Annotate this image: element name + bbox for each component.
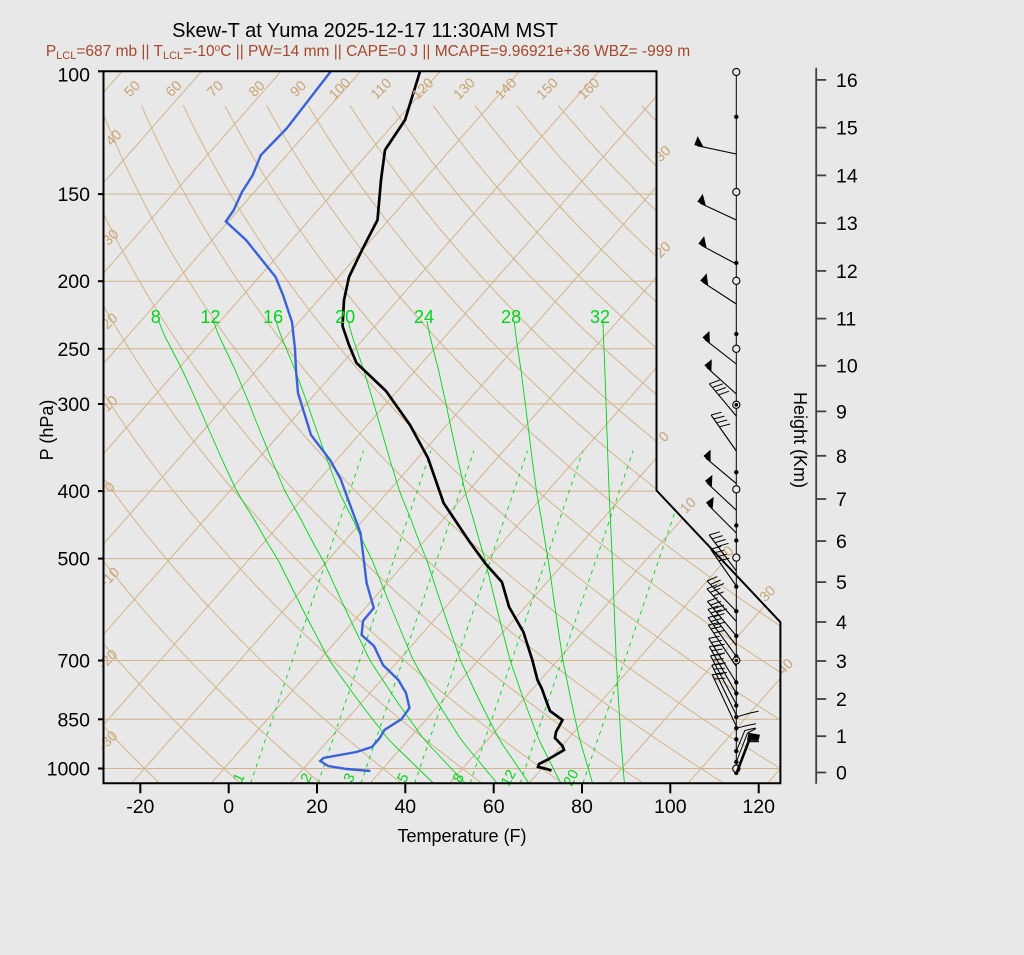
svg-text:24: 24	[414, 307, 434, 327]
svg-text:120: 120	[742, 796, 775, 818]
svg-text:Skew-T at Yuma 2025-12-17 11:3: Skew-T at Yuma 2025-12-17 11:30AM MST	[172, 20, 558, 42]
svg-text:7: 7	[836, 489, 847, 511]
svg-text:8: 8	[151, 307, 161, 327]
svg-text:11: 11	[836, 309, 856, 331]
svg-text:Temperature (F): Temperature (F)	[397, 826, 526, 846]
svg-text:13: 13	[836, 213, 858, 235]
svg-text:15: 15	[836, 118, 858, 140]
svg-text:0: 0	[223, 796, 234, 818]
svg-text:2: 2	[836, 689, 847, 711]
svg-text:200: 200	[57, 271, 90, 293]
svg-text:16: 16	[836, 70, 858, 92]
svg-text:8: 8	[836, 446, 847, 468]
svg-text:9: 9	[836, 401, 847, 423]
svg-text:150: 150	[57, 184, 90, 206]
svg-text:850: 850	[57, 709, 90, 731]
svg-text:3: 3	[836, 651, 847, 673]
svg-text:1: 1	[836, 726, 847, 748]
svg-text:10: 10	[836, 356, 858, 378]
svg-text:500: 500	[57, 549, 90, 571]
svg-text:4: 4	[836, 612, 847, 634]
svg-text:16: 16	[263, 307, 283, 327]
svg-text:40: 40	[394, 796, 416, 818]
svg-text:12: 12	[200, 307, 220, 327]
svg-text:80: 80	[571, 796, 593, 818]
svg-text:20: 20	[335, 307, 355, 327]
svg-text:400: 400	[57, 481, 90, 503]
svg-text:0: 0	[836, 763, 847, 785]
svg-text:-20: -20	[126, 796, 154, 818]
svg-text:PLCL=687 mb || TLCL=-10oC || P: PLCL=687 mb || TLCL=-10oC || PW=14 mm ||…	[46, 43, 690, 62]
svg-text:1000: 1000	[47, 759, 91, 781]
svg-text:28: 28	[501, 307, 521, 327]
svg-text:P (hPa): P (hPa)	[37, 400, 57, 461]
svg-text:100: 100	[57, 64, 90, 86]
svg-text:14: 14	[836, 165, 858, 187]
svg-text:12: 12	[836, 261, 858, 283]
svg-text:700: 700	[57, 651, 90, 673]
svg-text:5: 5	[836, 572, 847, 594]
svg-text:60: 60	[483, 796, 505, 818]
svg-text:250: 250	[57, 339, 90, 361]
svg-text:300: 300	[57, 394, 90, 416]
svg-text:Height (Km): Height (Km)	[790, 392, 810, 488]
svg-text:32: 32	[590, 307, 610, 327]
svg-text:20: 20	[306, 796, 328, 818]
svg-text:6: 6	[836, 531, 847, 553]
svg-text:100: 100	[654, 796, 687, 818]
